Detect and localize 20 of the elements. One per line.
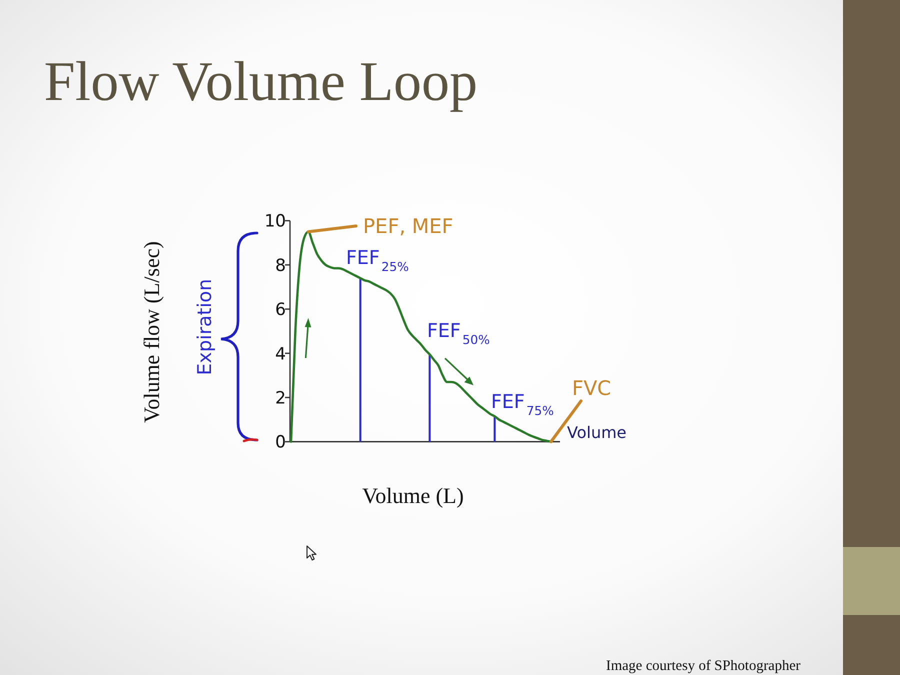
annotation: FEF$_{50%}$: [427, 320, 490, 347]
bar: [359, 278, 362, 442]
y-tick-label: 2: [275, 388, 286, 408]
chart-title: Flow Volume Loop: [44, 51, 478, 113]
y-tick-label: 10: [264, 212, 286, 232]
annotation: PEF, MEF: [363, 214, 454, 238]
y-tick-label: 6: [275, 300, 286, 320]
y-tick-label: 4: [275, 344, 286, 364]
text: Image courtesy of SPhotographer: [606, 658, 801, 674]
text: Expiration: [194, 278, 216, 376]
text: FVC: [572, 376, 612, 400]
x-axis-title: Volume (L): [362, 483, 464, 508]
bar: [428, 354, 431, 442]
annotation: FEF$_{75%}$: [491, 391, 554, 418]
y-tick-label: 0: [275, 432, 286, 453]
y-tick-label: 8: [275, 256, 286, 276]
bar: [494, 416, 496, 442]
y-axis-title: Volume flow (L/sec): [139, 241, 164, 423]
annotation: FEF$_{25%}$: [346, 247, 410, 274]
text: Volume: [567, 423, 627, 442]
